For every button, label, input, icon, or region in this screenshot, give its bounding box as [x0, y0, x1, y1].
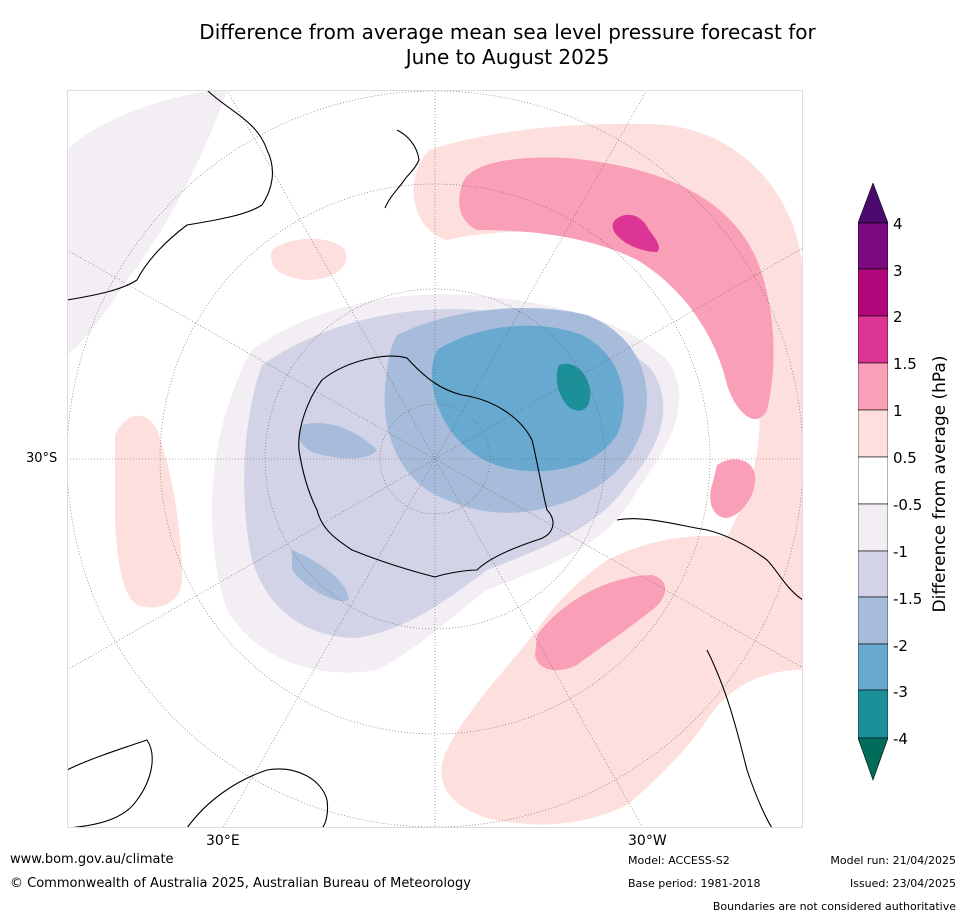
- map-title-line1: Difference from average mean sea level p…: [199, 20, 816, 44]
- new-zealand-coastline: [384, 129, 420, 209]
- colorbar-tick-label: 2: [893, 308, 903, 326]
- colorbar-tick-label: -1.5: [893, 590, 923, 608]
- colorbar: [858, 183, 888, 781]
- graticule: [67, 90, 803, 828]
- southern-hemisphere-map: [67, 90, 803, 828]
- colorbar-band-n1-n1.5: [858, 550, 888, 598]
- colorbar-tick-label: 1.5: [893, 355, 917, 373]
- anomaly-region-0.5: [441, 536, 803, 825]
- colorbar-tick-label: 0.5: [893, 449, 917, 467]
- colorbar-band-0.5-1: [858, 409, 888, 458]
- anomaly-region-n0.5: [67, 90, 227, 355]
- anomaly-region-n3: [556, 363, 591, 411]
- colorbar-tick-label: -1: [893, 543, 908, 561]
- colorbar-band-n1.5-n2: [858, 596, 888, 645]
- colorbar-tick-label: -3: [893, 683, 908, 701]
- colorbar-band-n2-n3: [858, 643, 888, 691]
- antarctica-coastline: [298, 355, 554, 578]
- model-run-date: Model run: 21/04/2025: [830, 854, 956, 867]
- base-period: Base period: 1981-2018: [628, 877, 761, 890]
- colorbar-title: Difference from average (hPa): [930, 355, 950, 613]
- colorbar-band-2-3: [858, 268, 888, 317]
- issued-date: Issued: 23/04/2025: [849, 877, 956, 890]
- colorbar-band-3-4: [858, 222, 888, 270]
- map-title: Difference from average mean sea level p…: [0, 20, 965, 70]
- colorbar-over-triangle: [858, 183, 888, 224]
- boundaries-disclaimer: Boundaries are not considered authoritat…: [712, 900, 956, 913]
- colorbar-band-1.5-2: [858, 315, 888, 364]
- colorbar-tick-label: -4: [893, 730, 908, 748]
- anomaly-region-n2: [431, 325, 624, 472]
- colorbar-band-1-1.5: [858, 362, 888, 411]
- colorbar-tick-label: 4: [893, 215, 903, 233]
- colorbar-under-triangle: [858, 737, 888, 781]
- colorbar-band-n3-n4: [858, 689, 888, 739]
- anomaly-region-0.5: [271, 238, 347, 280]
- colorbar-band-n0.5-n1: [858, 503, 888, 552]
- anomaly-region-1: [710, 459, 756, 518]
- southern-africa-coastline: [186, 768, 329, 828]
- anomaly-region-1.5: [612, 214, 660, 252]
- map-title-line2: June to August 2025: [405, 45, 610, 69]
- africa-coastline: [67, 739, 153, 828]
- colorbar-tick-label: -0.5: [893, 496, 923, 514]
- longitude-label-30w: 30°W: [628, 833, 667, 849]
- colorbar-tick-label: 3: [893, 262, 903, 280]
- website-link[interactable]: www.bom.gov.au/climate: [10, 852, 174, 867]
- copyright-text: © Commonwealth of Australia 2025, Austra…: [10, 876, 471, 891]
- australia-coastline: [67, 90, 273, 301]
- colorbar-tick-label: -2: [893, 637, 908, 655]
- anomaly-region-n1.5: [292, 550, 349, 601]
- latitude-label-30s: 30°S: [26, 451, 58, 466]
- colorbar-band-neutral: [858, 456, 888, 505]
- anomaly-region-0.5: [115, 415, 182, 608]
- anomaly-region-1: [459, 157, 774, 420]
- coastlines: [67, 90, 803, 828]
- model-name: Model: ACCESS-S2: [628, 854, 730, 867]
- longitude-label-30e: 30°E: [206, 833, 240, 849]
- south-america-coastline: [616, 518, 803, 828]
- anomaly-region-1: [535, 575, 666, 671]
- anomaly-region-n1.5: [298, 422, 377, 459]
- colorbar-tick-label: 1: [893, 402, 903, 420]
